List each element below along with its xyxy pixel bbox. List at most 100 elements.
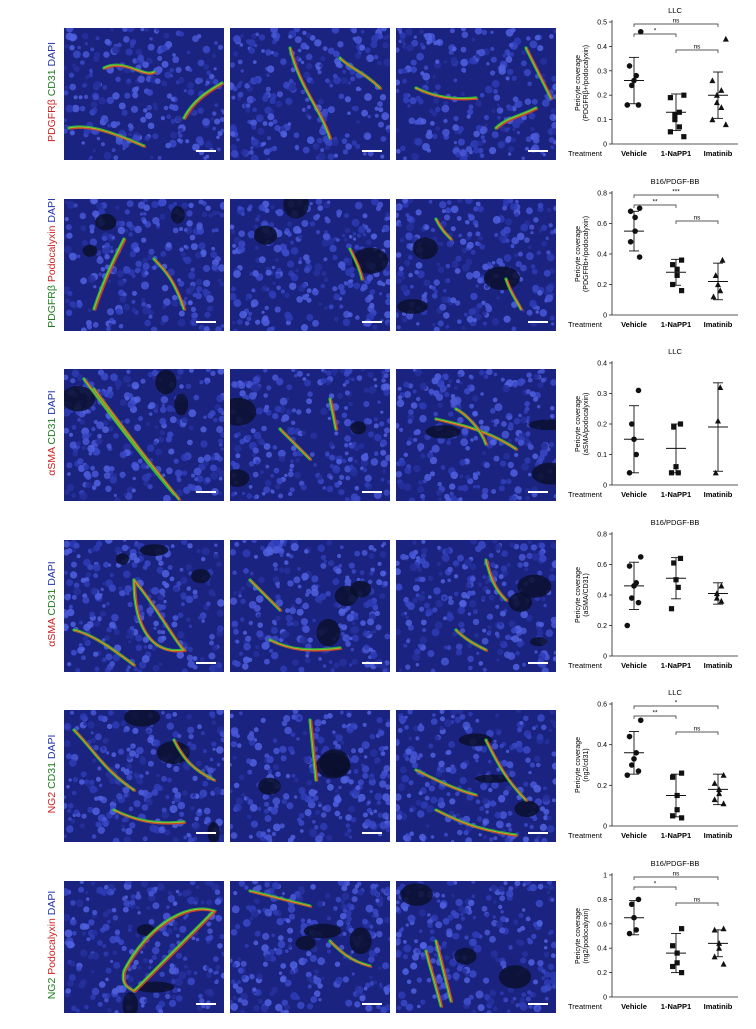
vessel-overlap	[525, 47, 552, 99]
nucleus	[450, 471, 459, 480]
nucleus	[97, 433, 102, 439]
nucleus	[520, 223, 529, 232]
nucleus	[207, 928, 213, 934]
nucleus	[406, 793, 412, 798]
significance-bracket	[675, 731, 719, 735]
nucleus	[467, 612, 472, 616]
nucleus	[187, 543, 193, 549]
chart-title: LLC	[668, 347, 682, 356]
nucleus	[173, 458, 179, 464]
nucleus	[518, 553, 526, 561]
nucleus	[345, 823, 351, 828]
vessel-overlap	[173, 739, 215, 781]
data-point	[668, 606, 675, 612]
nucleus	[356, 233, 362, 238]
nucleus	[131, 242, 138, 249]
nucleus	[248, 461, 255, 467]
nucleus	[204, 816, 211, 823]
nucleus	[163, 32, 170, 39]
nucleus	[438, 241, 444, 247]
nucleus	[69, 83, 77, 91]
nucleus	[262, 315, 269, 322]
nucleus	[214, 118, 221, 125]
nucleus	[455, 649, 463, 656]
nucleus	[276, 267, 282, 273]
nucleus	[423, 33, 428, 38]
nucleus	[204, 140, 213, 149]
nucleus	[479, 370, 485, 376]
nucleus	[148, 891, 154, 897]
nucleus	[254, 742, 263, 751]
nucleus	[415, 799, 422, 806]
nucleus	[304, 657, 311, 664]
nucleus	[549, 268, 555, 274]
nucleus	[362, 151, 367, 156]
nucleus	[361, 763, 365, 767]
nucleus	[64, 623, 69, 632]
nucleus	[89, 785, 98, 794]
stain-marker: DAPI	[46, 890, 58, 919]
nucleus	[505, 56, 513, 63]
nucleus	[532, 726, 536, 731]
nucleus	[119, 296, 127, 303]
nucleus	[472, 485, 477, 489]
nucleus	[69, 45, 75, 51]
nucleus	[261, 491, 266, 496]
nucleus	[407, 602, 415, 611]
nucleus	[268, 648, 274, 653]
nucleus	[173, 201, 177, 206]
nucleus	[84, 1005, 89, 1010]
nucleus	[149, 824, 158, 833]
stain-marker: αSMA	[46, 447, 58, 476]
nucleus	[236, 980, 241, 985]
nucleus	[439, 726, 444, 731]
nucleus	[93, 419, 98, 425]
nucleus	[271, 32, 277, 39]
micrograph	[64, 540, 224, 672]
nucleus	[64, 217, 69, 222]
nucleus	[92, 563, 101, 572]
nucleus	[334, 961, 341, 967]
nucleus	[373, 377, 377, 382]
nucleus	[79, 923, 87, 930]
nucleus	[242, 656, 250, 664]
nucleus	[323, 804, 332, 813]
nucleus	[550, 230, 555, 235]
nucleus	[273, 467, 280, 474]
nucleus	[517, 378, 525, 387]
nucleus	[244, 885, 249, 890]
nucleus	[511, 75, 517, 81]
nucleus	[275, 594, 281, 600]
nucleus	[420, 118, 427, 125]
nucleus	[233, 626, 237, 630]
vessel-red	[134, 580, 188, 653]
nucleus	[332, 578, 340, 586]
nucleus	[507, 68, 514, 76]
nucleus	[272, 909, 279, 916]
nucleus	[186, 586, 192, 591]
nucleus	[264, 764, 271, 771]
nucleus	[166, 242, 172, 248]
nucleus	[529, 299, 537, 308]
nucleus	[240, 617, 245, 622]
data-point	[628, 421, 635, 427]
nucleus	[289, 961, 298, 969]
nucleus	[307, 391, 313, 397]
nucleus	[535, 310, 539, 314]
nucleus	[534, 650, 538, 654]
nucleus	[270, 326, 275, 331]
nucleus	[471, 38, 476, 42]
nucleus	[396, 754, 400, 761]
nucleus	[273, 540, 281, 547]
nucleus	[161, 711, 165, 715]
nucleus	[241, 975, 246, 980]
nucleus	[76, 301, 83, 308]
nucleus	[65, 200, 69, 204]
nucleus	[115, 996, 122, 1003]
data-point	[671, 424, 677, 430]
nucleus	[333, 50, 340, 58]
nucleus	[331, 28, 340, 34]
nucleus	[175, 977, 183, 986]
nucleus	[263, 407, 269, 413]
nucleus	[282, 793, 290, 800]
